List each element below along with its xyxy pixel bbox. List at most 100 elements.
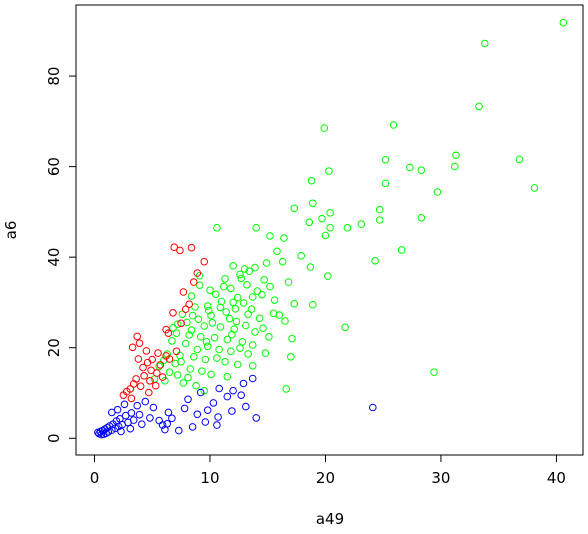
data-point [202,338,211,346]
data-point [375,205,384,214]
data-point [253,287,262,295]
data-point [259,324,267,333]
data-point [229,298,237,307]
data-point [211,290,220,299]
data-point [192,381,200,390]
data-point [248,362,257,370]
data-point [209,399,218,407]
data-point [290,300,299,308]
data-point [201,418,210,426]
data-point [179,288,188,296]
data-point [236,344,244,353]
data-point [389,121,398,129]
data-point [288,334,296,343]
data-point [187,326,196,334]
data-point [193,410,202,419]
y-axis: 0 20 40 60 80 [45,67,77,443]
data-point [200,257,208,266]
data-point [151,381,160,390]
data-point [481,39,489,48]
data-point [134,355,143,363]
data-point [229,386,237,395]
data-point [229,262,237,270]
data-point [186,365,195,373]
data-point [266,282,274,291]
data-point [371,257,379,265]
data-point [282,385,291,393]
x-axis: 0 10 20 30 40 [90,454,566,487]
data-point [203,342,212,351]
data-point [273,247,281,256]
data-point [169,309,177,317]
data-point [196,388,205,397]
data-point [369,403,377,412]
y-tick-label: 40 [45,248,63,267]
data-point [188,423,197,431]
data-point [135,339,144,348]
data-point [140,372,148,380]
data-point [143,358,152,367]
data-point [108,408,116,417]
y-tick-label: 60 [45,157,63,176]
data-point [417,214,426,222]
data-point [185,331,193,339]
data-point [205,306,213,315]
data-point [248,374,257,383]
data-point [194,315,203,324]
data-point [239,299,248,307]
data-point [216,303,225,312]
data-point [142,347,151,355]
data-point [225,314,234,323]
data-point [153,369,161,377]
data-point [255,314,264,323]
data-point [475,102,483,111]
data-point [242,321,250,330]
data-point [172,347,181,356]
data-point [240,265,249,273]
data-point [258,290,266,299]
data-point [172,329,181,338]
data-point [177,319,185,328]
data-points [94,18,568,439]
data-point [320,124,329,132]
data-point [173,371,182,379]
data-point [213,354,221,362]
data-point [239,379,248,388]
data-point [210,333,219,342]
data-point [190,353,198,361]
data-point [104,428,113,436]
data-point [223,372,232,381]
data-point [176,246,184,255]
data-point [309,300,317,309]
data-point [193,345,202,354]
data-point [237,274,245,283]
data-point [233,293,242,302]
data-point [237,391,245,400]
data-point [213,223,221,232]
data-point [324,272,332,281]
data-point [270,296,279,305]
data-point [164,329,173,338]
data-point [158,373,167,381]
data-point [243,281,251,289]
data-point [132,375,140,383]
data-point [133,332,141,341]
data-point [343,223,352,232]
data-point [206,286,214,295]
y-tick-label: 0 [45,433,63,443]
data-point [232,317,241,326]
data-point [228,330,236,339]
data-point [231,305,240,313]
x-tick-label: 0 [90,469,100,487]
data-point [179,379,188,387]
data-point [161,377,169,385]
data-point [269,309,278,318]
data-point [135,410,144,419]
data-point [433,188,442,196]
data-point [120,400,129,409]
data-point [215,345,223,354]
data-point [201,355,210,364]
data-point [129,380,138,388]
data-point [228,407,236,415]
